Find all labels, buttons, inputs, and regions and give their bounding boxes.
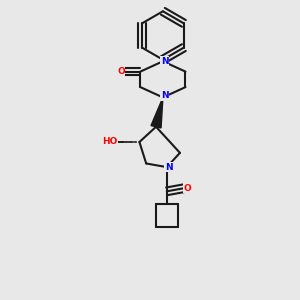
Polygon shape: [151, 98, 163, 128]
Text: O: O: [183, 184, 191, 193]
Text: O: O: [117, 67, 125, 76]
Text: N: N: [161, 57, 168, 66]
Text: HO: HO: [102, 137, 117, 146]
Text: N: N: [165, 163, 172, 172]
Text: N: N: [161, 91, 168, 100]
